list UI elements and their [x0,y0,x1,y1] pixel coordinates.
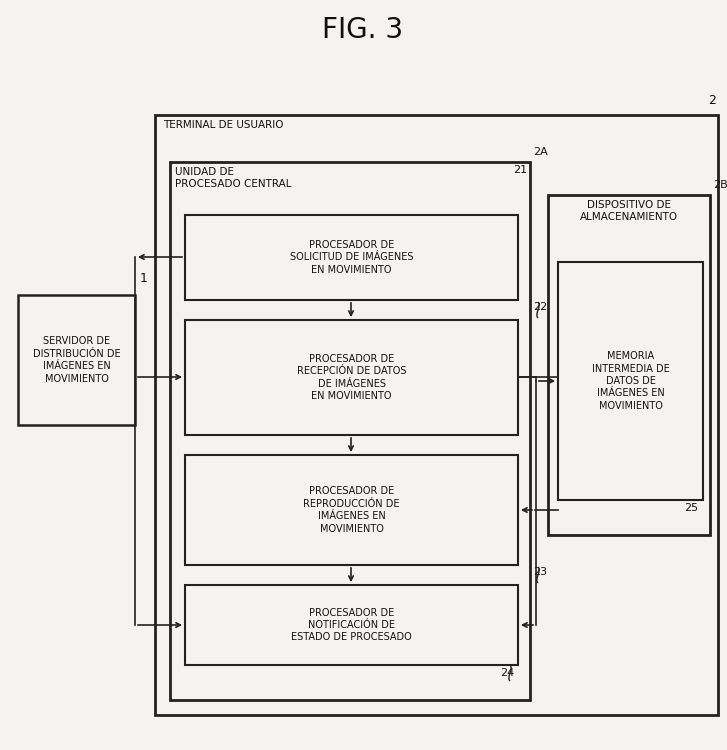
Bar [170,162,530,700]
Text: TERMINAL DE USUARIO: TERMINAL DE USUARIO [163,120,284,130]
Text: 2B: 2B [713,180,727,190]
Text: 2: 2 [708,94,716,107]
Text: FIG. 3: FIG. 3 [323,16,403,44]
Text: MEMORIA
INTERMEDIA DE
DATOS DE
IMÁGENES EN
MOVIMIENTO: MEMORIA INTERMEDIA DE DATOS DE IMÁGENES … [592,351,670,411]
Bar [185,215,518,300]
Bar [185,585,518,665]
Bar [18,295,135,425]
Bar [185,320,518,435]
Text: PROCESADOR DE
RECEPCIÓN DE DATOS
DE IMÁGENES
EN MOVIMIENTO: PROCESADOR DE RECEPCIÓN DE DATOS DE IMÁG… [297,354,406,401]
Text: SERVIDOR DE
DISTRIBUCIÓN DE
IMÁGENES EN
MOVIMIENTO: SERVIDOR DE DISTRIBUCIÓN DE IMÁGENES EN … [33,337,120,383]
Text: 23: 23 [533,567,547,577]
Text: 21: 21 [513,165,527,175]
Text: DISPOSITIVO DE
ALMACENAMIENTO: DISPOSITIVO DE ALMACENAMIENTO [580,200,678,223]
Text: PROCESADOR DE
REPRODUCCIÓN DE
IMÁGENES EN
MOVIMIENTO: PROCESADOR DE REPRODUCCIÓN DE IMÁGENES E… [303,487,400,533]
Text: PROCESADOR DE
NOTIFICACIÓN DE
ESTADO DE PROCESADO: PROCESADOR DE NOTIFICACIÓN DE ESTADO DE … [291,608,412,643]
Text: 25: 25 [684,503,698,513]
Bar [185,455,518,565]
Text: 2A: 2A [533,147,547,157]
Text: 24: 24 [500,668,514,678]
Bar [548,195,710,535]
Bar [155,115,718,715]
Bar [558,262,703,500]
Text: UNIDAD DE
PROCESADO CENTRAL: UNIDAD DE PROCESADO CENTRAL [175,167,292,190]
Text: 1: 1 [140,272,148,285]
Text: PROCESADOR DE
SOLICITUD DE IMÁGENES
EN MOVIMIENTO: PROCESADOR DE SOLICITUD DE IMÁGENES EN M… [290,240,413,275]
Text: 22: 22 [533,302,547,312]
